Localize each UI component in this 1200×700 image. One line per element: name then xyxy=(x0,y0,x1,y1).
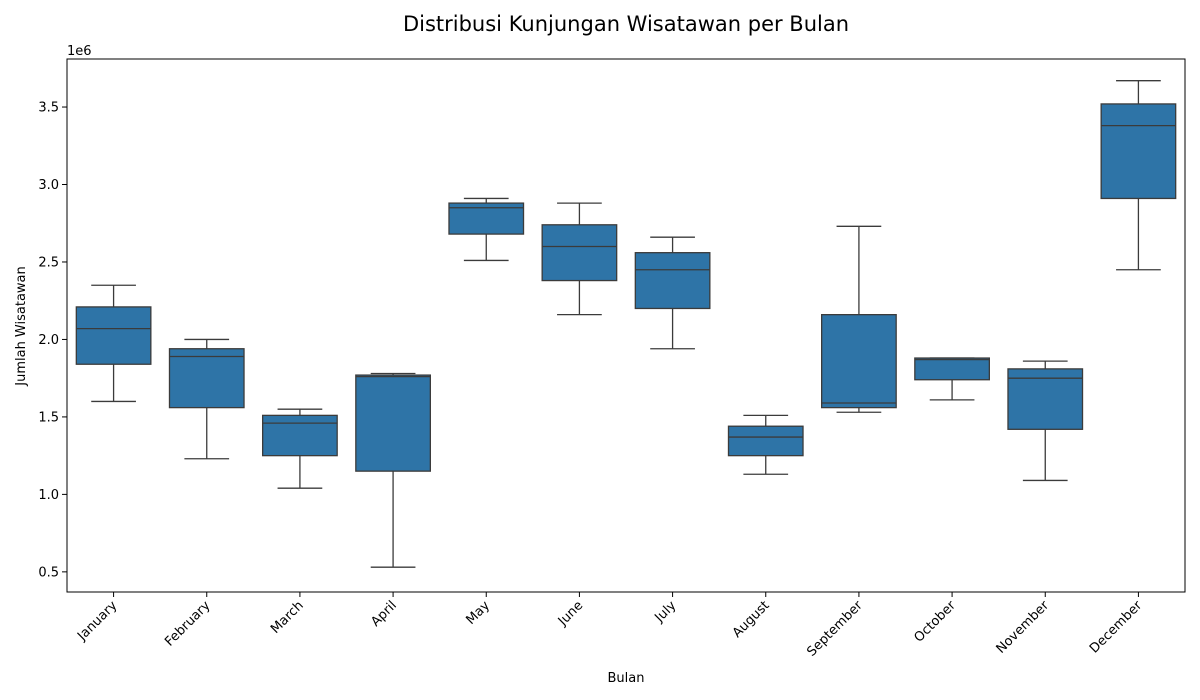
y-axis-label: Jumlah Wisatawan xyxy=(14,266,29,387)
iqr-box xyxy=(727,425,804,457)
x-tick-label-february: February xyxy=(162,598,214,650)
x-tick-label-june: June xyxy=(555,598,586,629)
box-may xyxy=(448,197,525,262)
y-tick-label: 3.0 xyxy=(38,178,59,193)
plot-area xyxy=(75,80,1177,568)
iqr-box xyxy=(355,374,432,472)
iqr-box xyxy=(75,306,152,365)
x-tick-label-january: January xyxy=(74,598,120,644)
x-axis: January February March April May June July Augu… xyxy=(74,592,1146,660)
iqr-box xyxy=(541,224,618,282)
iqr-box xyxy=(821,314,897,409)
box-august xyxy=(727,414,804,475)
x-tick-label-november: November xyxy=(994,598,1053,657)
x-tick-label-july: July xyxy=(652,598,680,626)
x-tick-label-september: September xyxy=(804,598,866,660)
y-tick-label: 1.0 xyxy=(38,488,59,503)
x-tick-label-april: April xyxy=(368,598,400,630)
iqr-box xyxy=(168,348,245,409)
x-tick-label-march: March xyxy=(268,598,307,637)
x-tick-label-may: May xyxy=(463,598,493,628)
box-june xyxy=(541,202,618,316)
box-october xyxy=(914,357,990,401)
x-tick-label-august: August xyxy=(730,598,773,641)
iqr-box xyxy=(1007,368,1084,430)
box-february xyxy=(168,338,245,460)
chart-title: Distribusi Kunjungan Wisatawan per Bulan xyxy=(403,12,849,36)
iqr-box xyxy=(261,414,338,457)
y-tick-label: 2.0 xyxy=(38,333,59,348)
y-tick-label: 3.5 xyxy=(38,101,59,116)
y-tick-label: 0.5 xyxy=(38,565,59,580)
iqr-box xyxy=(634,252,711,310)
box-march xyxy=(261,408,338,489)
iqr-box xyxy=(1100,103,1177,200)
box-april xyxy=(355,372,432,568)
y-tick-label: 2.5 xyxy=(38,255,59,270)
x-tick-label-december: December xyxy=(1087,598,1146,657)
y-axis: 0.5 1.0 1.5 2.0 2.5 3.0 3.5 xyxy=(38,101,67,580)
x-tick-label-october: October xyxy=(912,598,960,646)
iqr-box xyxy=(914,357,990,381)
y-offset-label: 1e6 xyxy=(67,44,92,59)
box-december xyxy=(1100,80,1177,271)
y-tick-label: 1.5 xyxy=(38,410,59,425)
box-november xyxy=(1007,360,1084,482)
plot-frame xyxy=(66,58,1186,593)
box-july xyxy=(634,236,711,350)
box-september xyxy=(821,225,897,413)
x-axis-label: Bulan xyxy=(608,671,645,686)
box-january xyxy=(75,284,152,403)
